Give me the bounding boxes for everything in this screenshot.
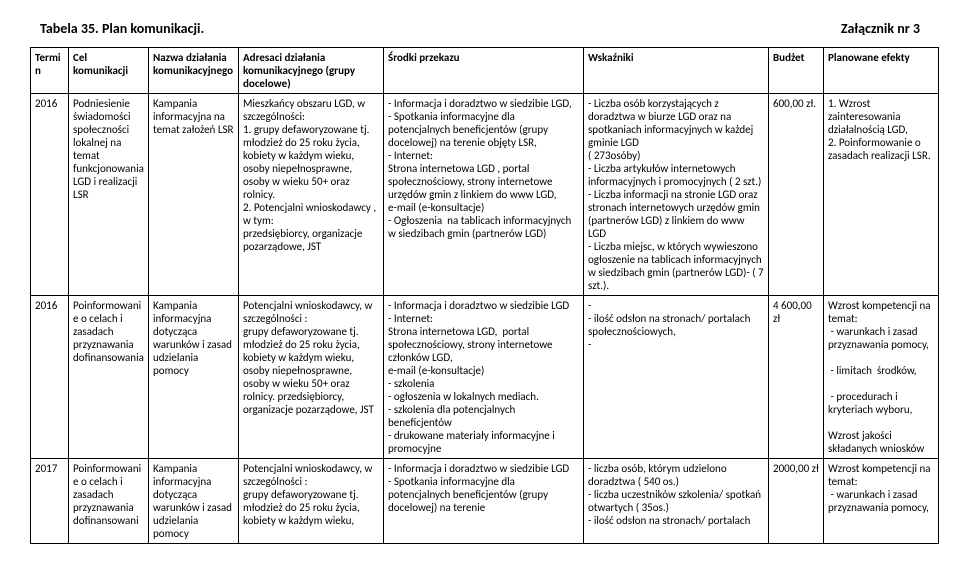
cell-termin: 2016: [31, 296, 69, 459]
col-termin: Termin: [31, 48, 69, 94]
col-wskazniki: Wskaźniki: [584, 48, 769, 94]
cell-termin: 2017: [31, 459, 69, 544]
col-srodki: Środki przekazu: [384, 48, 584, 94]
cell-budzet: 600,00 zł.: [769, 94, 824, 296]
col-efekty: Planowane efekty: [824, 48, 939, 94]
cell-adresaci: Potencjalni wnioskodawcy, w szczególnośc…: [239, 459, 384, 544]
cell-nazwa: Kampania informacyjna dotycząca warunków…: [149, 296, 239, 459]
cell-nazwa: Kampania informacyjna dotycząca warunków…: [149, 459, 239, 544]
table-row: 2017Poinformowanie o celach i zasadach p…: [31, 459, 939, 544]
cell-budzet: 2000,00 zł: [769, 459, 824, 544]
attachment-label: Załącznik nr 3: [841, 20, 920, 37]
col-adresaci: Adresaci działania komunikacyjnego (grup…: [239, 48, 384, 94]
cell-adresaci: Mieszkańcy obszaru LGD, w szczególności:…: [239, 94, 384, 296]
cell-wskazniki: - liczba osób, którym udzielono doradztw…: [584, 459, 769, 544]
cell-srodki: - Informacja i doradztwo w siedzibie LGD…: [384, 94, 584, 296]
cell-adresaci: Potencjalni wnioskodawcy, w szczególnośc…: [239, 296, 384, 459]
table-row: 2016Poinformowanie o celach i zasadach p…: [31, 296, 939, 459]
cell-cel: Podniesienie świadomości społeczności lo…: [69, 94, 149, 296]
cell-wskazniki: - Liczba osób korzystających z doradztwa…: [584, 94, 769, 296]
table-row: 2016Podniesienie świadomości społecznośc…: [31, 94, 939, 296]
cell-efekty: Wzrost kompetencji na temat: - warunkach…: [824, 459, 939, 544]
cell-nazwa: Kampania informacyjna na temat założeń L…: [149, 94, 239, 296]
col-budzet: Budżet: [769, 48, 824, 94]
cell-budzet: 4 600,00 zł: [769, 296, 824, 459]
cell-cel: Poinformowanie o celach i zasadach przyz…: [69, 459, 149, 544]
cell-termin: 2016: [31, 94, 69, 296]
cell-wskazniki: - - ilość odsłon na stronach/ portalach …: [584, 296, 769, 459]
cell-srodki: - Informacja i doradztwo w siedzibie LGD…: [384, 459, 584, 544]
cell-efekty: Wzrost kompetencji na temat: - warunkach…: [824, 296, 939, 459]
cell-efekty: 1. Wzrost zainteresowania działalnością …: [824, 94, 939, 296]
cell-srodki: - Informacja i doradztwo w siedzibie LGD…: [384, 296, 584, 459]
plan-table: Termin Cel komunikacji Nazwa działania k…: [30, 47, 939, 544]
col-nazwa: Nazwa działania komunikacyjnego: [149, 48, 239, 94]
cell-cel: Poinformowanie o celach i zasadach przyz…: [69, 296, 149, 459]
table-title: Tabela 35. Plan komunikacji.: [40, 20, 204, 37]
col-cel: Cel komunikacji: [69, 48, 149, 94]
table-header-row: Termin Cel komunikacji Nazwa działania k…: [31, 48, 939, 94]
